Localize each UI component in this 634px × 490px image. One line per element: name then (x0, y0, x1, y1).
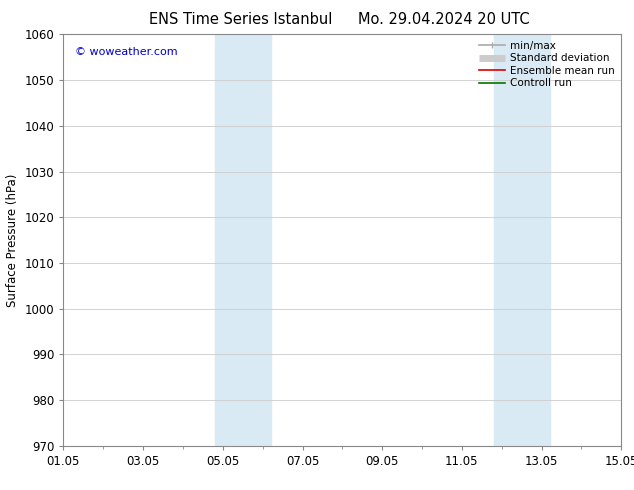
Text: Mo. 29.04.2024 20 UTC: Mo. 29.04.2024 20 UTC (358, 12, 529, 27)
Legend: min/max, Standard deviation, Ensemble mean run, Controll run: min/max, Standard deviation, Ensemble me… (475, 36, 619, 93)
Text: ENS Time Series Istanbul: ENS Time Series Istanbul (149, 12, 333, 27)
Bar (494, 34, 550, 446)
Text: © woweather.com: © woweather.com (75, 47, 177, 57)
Bar (215, 34, 271, 446)
Y-axis label: Surface Pressure (hPa): Surface Pressure (hPa) (6, 173, 19, 307)
